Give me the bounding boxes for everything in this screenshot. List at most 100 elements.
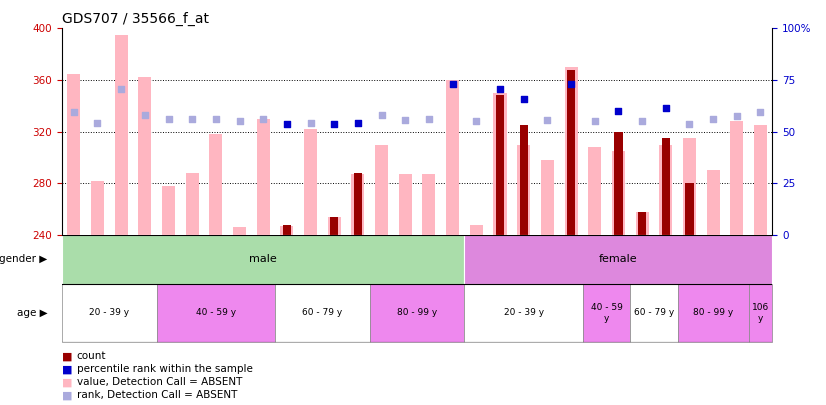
Bar bbox=[138, 77, 151, 235]
Point bbox=[280, 121, 293, 127]
Bar bbox=[612, 151, 625, 235]
Point bbox=[304, 119, 317, 126]
Text: ■: ■ bbox=[62, 352, 73, 361]
Point bbox=[754, 109, 767, 115]
Point bbox=[446, 81, 459, 87]
Bar bbox=[493, 93, 506, 235]
Point bbox=[517, 96, 530, 102]
Text: female: female bbox=[599, 254, 638, 264]
Text: 106
y: 106 y bbox=[752, 303, 769, 322]
Bar bbox=[583, 284, 630, 342]
Bar bbox=[754, 125, 767, 235]
Point bbox=[588, 118, 601, 125]
Bar bbox=[464, 284, 583, 342]
Text: 20 - 39 y: 20 - 39 y bbox=[89, 308, 130, 318]
Bar bbox=[399, 174, 412, 235]
Bar bbox=[662, 138, 670, 235]
Point bbox=[399, 117, 412, 123]
Bar bbox=[157, 284, 275, 342]
Text: 40 - 59
y: 40 - 59 y bbox=[591, 303, 623, 322]
Bar bbox=[209, 134, 222, 235]
Point bbox=[328, 121, 341, 127]
Bar bbox=[328, 217, 341, 235]
Bar bbox=[186, 173, 199, 235]
Bar bbox=[275, 284, 370, 342]
Text: value, Detection Call = ABSENT: value, Detection Call = ABSENT bbox=[77, 377, 242, 387]
Point bbox=[257, 115, 270, 122]
Text: count: count bbox=[77, 352, 107, 361]
Point bbox=[706, 115, 719, 122]
Point bbox=[162, 115, 175, 122]
Point bbox=[375, 112, 388, 118]
Bar bbox=[686, 183, 694, 235]
Bar bbox=[683, 138, 696, 235]
Text: rank, Detection Call = ABSENT: rank, Detection Call = ABSENT bbox=[77, 390, 237, 400]
Bar bbox=[464, 235, 772, 284]
Bar bbox=[496, 96, 504, 235]
Point bbox=[138, 112, 151, 118]
Bar bbox=[62, 235, 464, 284]
Bar bbox=[67, 74, 80, 235]
Point bbox=[91, 119, 104, 126]
Point bbox=[470, 118, 483, 125]
Text: age ▶: age ▶ bbox=[17, 308, 48, 318]
Text: male: male bbox=[249, 254, 277, 264]
Bar bbox=[470, 224, 483, 235]
Text: 40 - 59 y: 40 - 59 y bbox=[196, 308, 236, 318]
Bar bbox=[635, 212, 648, 235]
Bar bbox=[730, 121, 743, 235]
Bar bbox=[564, 67, 577, 235]
Text: ■: ■ bbox=[62, 377, 73, 387]
Bar bbox=[422, 174, 435, 235]
Bar bbox=[446, 80, 459, 235]
Bar bbox=[91, 181, 104, 235]
Bar bbox=[280, 226, 293, 235]
Bar bbox=[520, 125, 528, 235]
Bar bbox=[162, 186, 175, 235]
Point bbox=[612, 108, 625, 114]
Text: ■: ■ bbox=[62, 364, 73, 374]
Bar bbox=[282, 224, 291, 235]
Point bbox=[186, 115, 199, 122]
Bar bbox=[304, 129, 317, 235]
Text: 60 - 79 y: 60 - 79 y bbox=[634, 308, 674, 318]
Text: 80 - 99 y: 80 - 99 y bbox=[693, 308, 733, 318]
Text: 20 - 39 y: 20 - 39 y bbox=[504, 308, 544, 318]
Point bbox=[209, 115, 222, 122]
Point bbox=[115, 86, 128, 92]
Point bbox=[67, 109, 80, 115]
Point bbox=[730, 113, 743, 119]
Bar bbox=[330, 217, 339, 235]
Point bbox=[659, 105, 672, 112]
Bar bbox=[615, 132, 623, 235]
Bar bbox=[567, 70, 575, 235]
Bar bbox=[370, 284, 464, 342]
Bar bbox=[541, 160, 554, 235]
Point bbox=[493, 86, 506, 92]
Point bbox=[635, 118, 648, 125]
Bar bbox=[233, 227, 246, 235]
Point bbox=[541, 117, 554, 123]
Bar bbox=[630, 284, 677, 342]
Point bbox=[422, 115, 435, 122]
Bar bbox=[375, 145, 388, 235]
Bar bbox=[659, 145, 672, 235]
Bar bbox=[351, 174, 364, 235]
Bar bbox=[748, 284, 772, 342]
Text: ■: ■ bbox=[62, 390, 73, 400]
Text: percentile rank within the sample: percentile rank within the sample bbox=[77, 364, 253, 374]
Text: 60 - 79 y: 60 - 79 y bbox=[302, 308, 343, 318]
Bar bbox=[354, 173, 362, 235]
Bar bbox=[706, 171, 719, 235]
Point bbox=[233, 118, 246, 125]
Point bbox=[683, 121, 696, 127]
Bar bbox=[638, 212, 646, 235]
Bar bbox=[677, 284, 748, 342]
Bar bbox=[588, 147, 601, 235]
Bar bbox=[115, 35, 128, 235]
Bar bbox=[517, 145, 530, 235]
Point bbox=[351, 119, 364, 126]
Bar bbox=[62, 284, 157, 342]
Text: 80 - 99 y: 80 - 99 y bbox=[397, 308, 437, 318]
Text: gender ▶: gender ▶ bbox=[0, 254, 48, 264]
